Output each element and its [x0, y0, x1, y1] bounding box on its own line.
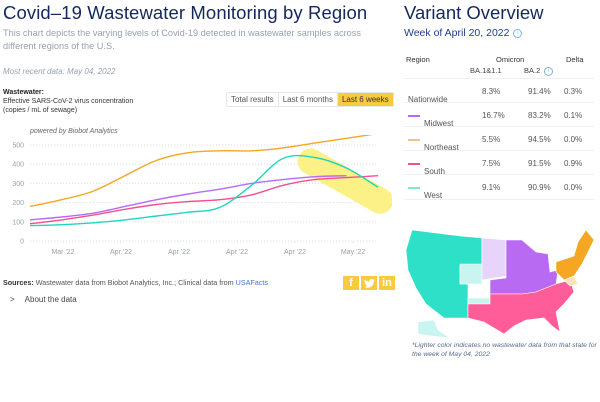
ba2-cell: 83.2%	[528, 111, 551, 120]
wastewater-line-chart: 0 100 200 300 400 500 Mar '22 Apr '22 Apr '22 Ap…	[12, 135, 392, 256]
header-ba1: BA.1&1.1	[470, 66, 502, 75]
powered-by-label: powered by Biobot Analytics	[30, 128, 118, 135]
series-line-midwest[interactable]	[29, 175, 347, 221]
region-name: Nationwide	[408, 95, 448, 104]
x-tick-label: Apr '22	[168, 249, 190, 256]
about-the-data-label: About the data	[24, 295, 77, 304]
header-ba2-text: BA.2	[524, 66, 541, 75]
table-row: Midwest 16.7% 83.2% 0.1%	[404, 102, 594, 128]
delta-cell: 0.3%	[564, 87, 583, 96]
map-midwest-light[interactable]	[481, 237, 507, 281]
region-name: Midwest	[424, 119, 454, 128]
x-tick-label: Apr '22	[226, 249, 248, 256]
ba1-cell: 5.5%	[482, 135, 501, 144]
region-cell: South	[408, 159, 445, 176]
ba2-cell: 90.9%	[528, 183, 551, 192]
wastewater-sub1: Effective SARS-CoV-2 virus concentration	[3, 98, 134, 105]
series-line-northeast[interactable]	[29, 135, 378, 208]
usafacts-link[interactable]: USAFacts	[235, 278, 268, 287]
us-region-map	[405, 229, 595, 339]
twitter-icon[interactable]	[361, 276, 377, 290]
map-alaska[interactable]	[417, 319, 451, 339]
x-tick-label: Mar '22	[51, 249, 74, 256]
facebook-icon[interactable]: f	[343, 276, 359, 290]
series-lines	[29, 135, 379, 227]
midwest-swatch	[408, 114, 420, 117]
wastewater-panel: Covid–19 Wastewater Monitoring by Region…	[3, 2, 395, 304]
social-share: f in	[343, 276, 395, 290]
delta-cell: 0.0%	[564, 183, 583, 192]
wastewater-sub2: (copies / mL of sewage)	[3, 107, 78, 114]
ba2-cell: 94.5%	[528, 135, 551, 144]
y-tick-label: 200	[12, 200, 24, 207]
northeast-swatch	[408, 138, 420, 141]
ba2-cell: 91.4%	[528, 87, 551, 96]
last-6-months-button[interactable]: Last 6 months	[279, 93, 338, 106]
time-range-selector: Total results Last 6 months Last 6 weeks	[226, 92, 394, 107]
grid-lines	[30, 144, 378, 242]
x-tick-label: May '22	[341, 249, 365, 256]
map-south[interactable]	[467, 279, 575, 335]
ba1-cell: 16.7%	[482, 111, 505, 120]
table-row: Northeast 5.5% 94.5% 0.0%	[404, 126, 594, 152]
highlight-layer	[297, 148, 392, 214]
header-delta: Delta	[566, 55, 584, 64]
page-title: Covid–19 Wastewater Monitoring by Region	[3, 2, 368, 23]
y-tick-label: 400	[12, 162, 24, 169]
region-cell: West	[408, 183, 442, 200]
region-cell: Midwest	[408, 111, 453, 128]
ba2-cell: 91.5%	[528, 159, 551, 168]
week-text: Week of April 20, 2022	[404, 27, 510, 39]
west-swatch	[408, 186, 420, 189]
series-line-west[interactable]	[29, 154, 379, 227]
map-footnote: *Lighter color indicates no wastewater d…	[412, 342, 597, 358]
chart-description: This chart depicts the varying levels of…	[3, 28, 361, 51]
map-northeast-light[interactable]	[563, 275, 579, 287]
delta-cell: 0.9%	[564, 159, 583, 168]
wastewater-label: Wastewater:	[3, 89, 44, 96]
delta-cell: 0.1%	[564, 111, 583, 120]
y-tick-label: 0	[20, 239, 24, 246]
sources-text: Sources: Wastewater data from Biobot Ana…	[3, 278, 268, 287]
most-recent-date: Most recent data: May 04, 2022	[3, 67, 116, 76]
total-results-button[interactable]: Total results	[227, 93, 279, 106]
region-name: Northeast	[424, 143, 459, 152]
about-the-data-toggle[interactable]: > About the data	[10, 295, 77, 304]
region-name: South	[424, 167, 445, 176]
sources-body: Wastewater data from Biobot Analytics, I…	[33, 278, 236, 287]
week-label: Week of April 20, 2022 i	[404, 27, 523, 39]
series-line-south[interactable]	[29, 175, 379, 225]
y-tick-label: 100	[12, 219, 24, 226]
linkedin-icon[interactable]: in	[379, 276, 395, 290]
x-tick-labels: Mar '22 Apr '22 Apr '22 Apr '22 Apr '22 May '…	[51, 241, 365, 256]
variant-overview-title: Variant Overview	[404, 2, 544, 23]
map-northeast[interactable]	[555, 229, 595, 281]
region-cell: Northeast	[408, 135, 459, 152]
table-row: West 9.1% 90.9% 0.0%	[404, 174, 594, 200]
delta-cell: 0.0%	[564, 135, 583, 144]
header-ba2: BA.2 i	[524, 66, 554, 76]
y-axis-description: Wastewater: Effective SARS-CoV-2 virus c…	[3, 88, 133, 115]
table-row: Nationwide 8.3% 91.4% 0.3%	[404, 78, 594, 104]
ba1-cell: 7.5%	[482, 159, 501, 168]
info-icon[interactable]: i	[544, 66, 554, 76]
variant-overview-panel: Variant Overview Week of April 20, 2022 i…	[398, 0, 600, 402]
ba1-cell: 8.3%	[482, 87, 501, 96]
y-tick-label: 300	[12, 181, 24, 188]
ba1-cell: 9.1%	[482, 183, 501, 192]
south-swatch	[408, 162, 420, 165]
info-icon[interactable]: i	[513, 28, 523, 38]
y-tick-label: 500	[12, 143, 24, 150]
x-tick-label: Apr '22	[110, 249, 132, 256]
y-tick-labels: 0 100 200 300 400 500	[12, 143, 24, 246]
header-omicron: Omicron	[496, 55, 525, 64]
x-tick-label: Apr '22	[284, 249, 306, 256]
region-name: West	[424, 191, 443, 200]
sources-label: Sources:	[3, 278, 34, 287]
highlight-marker	[297, 148, 392, 214]
table-row: South 7.5% 91.5% 0.9%	[404, 150, 594, 176]
last-6-weeks-button[interactable]: Last 6 weeks	[337, 93, 393, 106]
header-region: Region	[406, 55, 430, 64]
chevron-right-icon: >	[10, 295, 15, 304]
